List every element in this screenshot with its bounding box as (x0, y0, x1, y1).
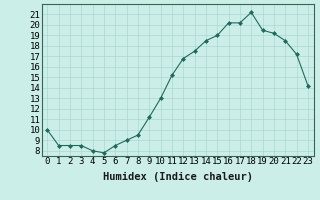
X-axis label: Humidex (Indice chaleur): Humidex (Indice chaleur) (103, 172, 252, 182)
